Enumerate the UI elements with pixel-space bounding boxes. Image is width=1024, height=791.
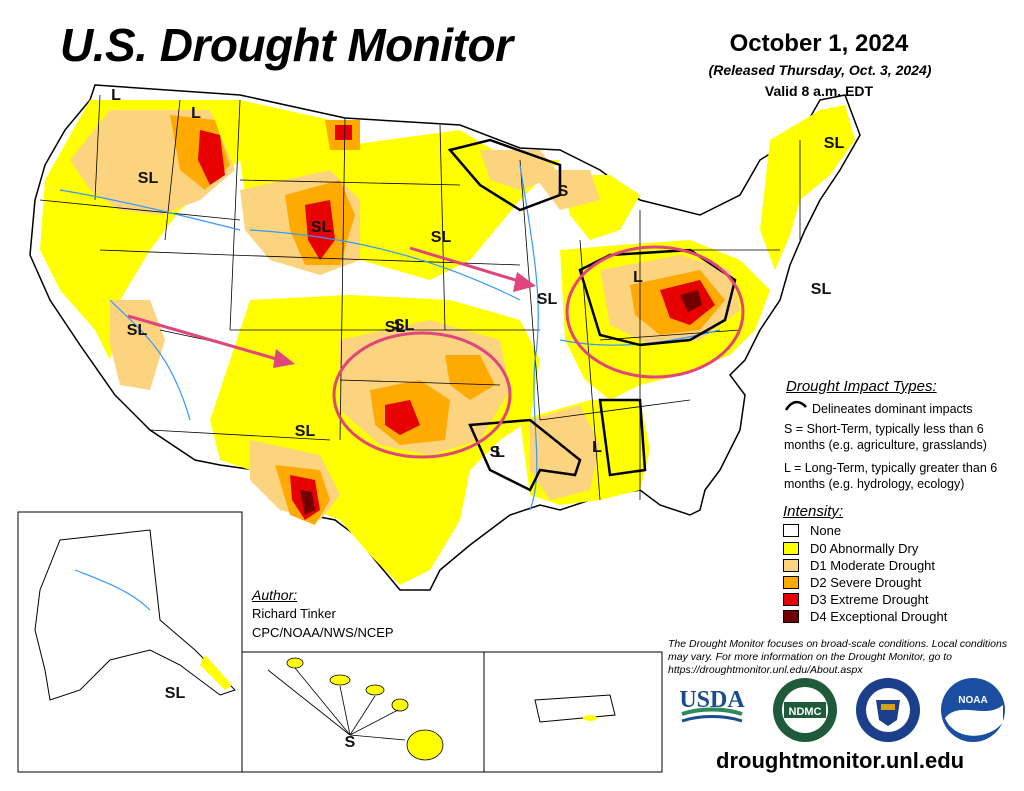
legend-label: D4 Exceptional Drought — [810, 609, 948, 624]
legend-label: D0 Abnormally Dry — [810, 541, 919, 556]
impact-label: S — [558, 183, 569, 200]
legend-row-d3: D3 Extreme Drought — [783, 591, 929, 608]
usda-logo: USDA — [679, 687, 745, 723]
legend-swatch — [783, 524, 799, 537]
author-name: Richard Tinker — [252, 606, 336, 621]
map-title: U.S. Drought Monitor — [60, 19, 513, 71]
impact-label: S — [345, 734, 356, 751]
impact-label: SL — [295, 423, 316, 440]
svg-text:NDMC: NDMC — [789, 706, 822, 718]
impact-label: L — [633, 269, 643, 286]
map-date: October 1, 2024 — [729, 30, 909, 57]
short-term-text: S = Short-Term, typically less than 6 mo… — [784, 422, 987, 452]
legend-label: None — [810, 523, 842, 538]
legend-swatch — [783, 559, 799, 572]
annotation-arrows — [127, 246, 523, 362]
hawaii-pointers — [267, 667, 406, 741]
annotation-circles — [332, 245, 745, 459]
impact-types-heading: Drought Impact Types: — [786, 378, 937, 395]
impact-label: L — [191, 105, 201, 122]
impact-label: L — [592, 439, 602, 456]
legend-row-d1: D1 Moderate Drought — [783, 557, 935, 574]
disclaimer-text: The Drought Monitor focuses on broad-sca… — [668, 638, 1008, 676]
arrow-head — [273, 349, 295, 368]
hawaii-inset — [241, 651, 485, 773]
svg-text:NOAA: NOAA — [958, 695, 987, 706]
legend-swatch — [783, 610, 799, 623]
impact-label: L — [495, 444, 505, 461]
noaa-logo: NOAA — [941, 678, 1005, 742]
long-term-text: L = Long-Term, typically greater than 6 … — [784, 461, 998, 491]
legend-swatch — [783, 542, 799, 555]
legend-row-d0: D0 Abnormally Dry — [783, 540, 918, 557]
commerce-logo — [856, 678, 920, 742]
impact-label: SL — [138, 170, 159, 187]
legend-swatch — [783, 593, 799, 606]
alaska-outline — [34, 529, 236, 701]
legend-row-none: None — [783, 522, 841, 539]
legend-label: D1 Moderate Drought — [810, 558, 936, 573]
website-link[interactable]: droughtmonitor.unl.edu — [716, 748, 965, 773]
impact-boundaries — [447, 138, 737, 492]
delineates-text: Delineates dominant impacts — [812, 402, 973, 416]
legend-row-d2: D2 Severe Drought — [783, 574, 921, 591]
impact-label: L — [111, 87, 121, 104]
legend-row-d4: D4 Exceptional Drought — [783, 608, 947, 625]
impact-label: SL — [127, 322, 148, 339]
impact-label: SL — [811, 281, 832, 298]
valid-time: Valid 8 a.m. EDT — [764, 83, 874, 99]
puerto-rico-d0 — [583, 715, 597, 721]
legend-label: D3 Extreme Drought — [810, 592, 929, 607]
impact-label: SL — [537, 291, 558, 308]
legend-label: D2 Severe Drought — [810, 575, 922, 590]
d4-areas — [300, 290, 702, 515]
author-org: CPC/NOAA/NWS/NCEP — [252, 625, 394, 640]
legend-swatch — [783, 576, 799, 589]
arrow-head — [513, 272, 536, 292]
ndmc-logo: NDMC — [773, 678, 837, 742]
puerto-rico-outline — [534, 694, 616, 723]
hawaii-islands — [286, 657, 444, 761]
intensity-heading: Intensity: — [783, 503, 844, 520]
impact-label: SL — [824, 135, 845, 152]
impact-label: SL — [394, 317, 415, 334]
impact-label: SL — [165, 685, 186, 702]
release-date: (Released Thursday, Oct. 3, 2024) — [708, 62, 932, 78]
impact-label: SL — [431, 229, 452, 246]
impact-label: SL — [385, 319, 406, 336]
author-heading: Author: — [252, 587, 298, 603]
impact-line-symbol — [784, 400, 807, 411]
alaska-d0 — [200, 655, 232, 690]
impact-label: SL — [311, 219, 332, 236]
impact-label: S — [490, 444, 501, 461]
